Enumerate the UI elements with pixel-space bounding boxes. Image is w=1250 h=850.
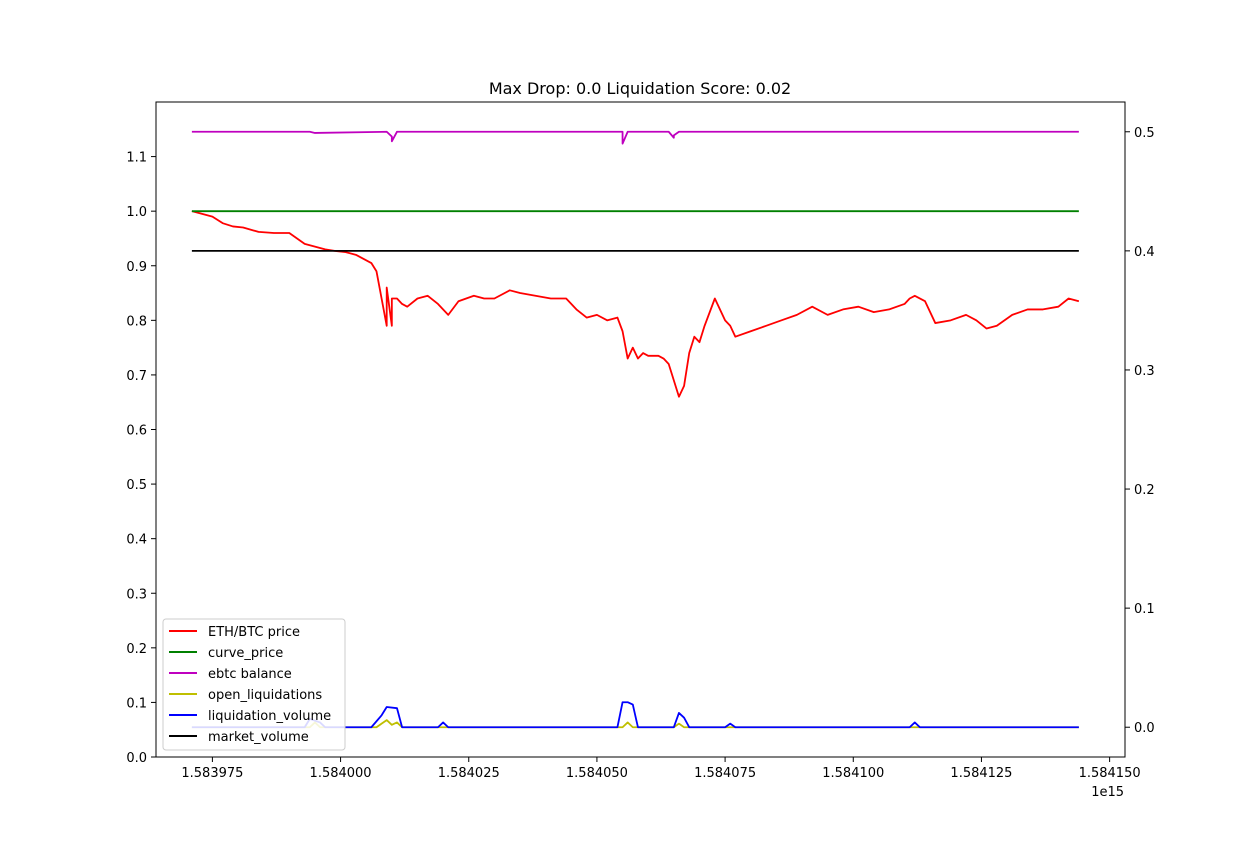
- x-tick-label: 1.584075: [694, 766, 756, 781]
- x-axis-offset-label: 1e15: [1091, 785, 1124, 800]
- x-tick-label: 1.584000: [310, 766, 372, 781]
- x-tick-label: 1.584125: [950, 766, 1012, 781]
- chart-title: Max Drop: 0.0 Liquidation Score: 0.02: [489, 79, 791, 98]
- legend-label: ETH/BTC price: [208, 625, 300, 640]
- legend-label: ebtc balance: [208, 667, 292, 682]
- y-axis-right: 0.0 0.1 0.2 0.3 0.4 0.5: [1125, 126, 1155, 736]
- y-left-tick-label: 1.1: [126, 151, 147, 166]
- y-left-tick-label: 0.4: [126, 533, 147, 548]
- y-right-tick-label: 0.1: [1134, 602, 1155, 617]
- y-right-tick-label: 0.2: [1134, 483, 1155, 498]
- y-left-tick-label: 0.0: [126, 751, 147, 766]
- y-left-tick-label: 1.0: [126, 205, 147, 220]
- y-right-tick-label: 0.3: [1134, 364, 1155, 379]
- x-axis: 1.583975 1.584000 1.584025 1.584050 1.584075…: [181, 757, 1141, 781]
- x-tick-label: 1.584100: [822, 766, 884, 781]
- legend-label: market_volume: [208, 730, 309, 745]
- x-tick-label: 1.584050: [566, 766, 628, 781]
- y-left-tick-label: 0.3: [126, 587, 147, 602]
- series-line-liquidation-volume: [191, 701, 1079, 729]
- series-line-ebtc-balance: [191, 130, 1079, 145]
- y-left-tick-label: 0.6: [126, 424, 147, 439]
- y-right-tick-label: 0.0: [1134, 721, 1155, 736]
- y-axis-left: 0.0 0.1 0.2 0.3 0.4 0.5 0.6 0.7 0.8 0.9 1.0 1.1: [126, 151, 156, 766]
- y-right-tick-label: 0.4: [1134, 245, 1155, 260]
- series-line-eth-btc-price: [191, 210, 1080, 398]
- x-tick-label: 1.583975: [181, 766, 243, 781]
- y-left-tick-label: 0.2: [126, 642, 147, 657]
- x-tick-label: 1.584150: [1079, 766, 1141, 781]
- legend-box: [162, 618, 346, 751]
- legend-label: liquidation_volume: [208, 709, 331, 724]
- y-left-tick-label: 0.7: [126, 369, 147, 384]
- x-tick-label: 1.584025: [438, 766, 500, 781]
- y-right-tick-label: 0.5: [1134, 126, 1155, 141]
- y-left-tick-label: 0.5: [126, 478, 147, 493]
- y-left-tick-label: 0.9: [126, 260, 147, 275]
- y-left-tick-label: 0.8: [126, 314, 147, 329]
- legend-label: curve_price: [208, 646, 283, 661]
- y-left-tick-label: 0.1: [126, 696, 147, 711]
- legend-label: open_liquidations: [208, 688, 322, 703]
